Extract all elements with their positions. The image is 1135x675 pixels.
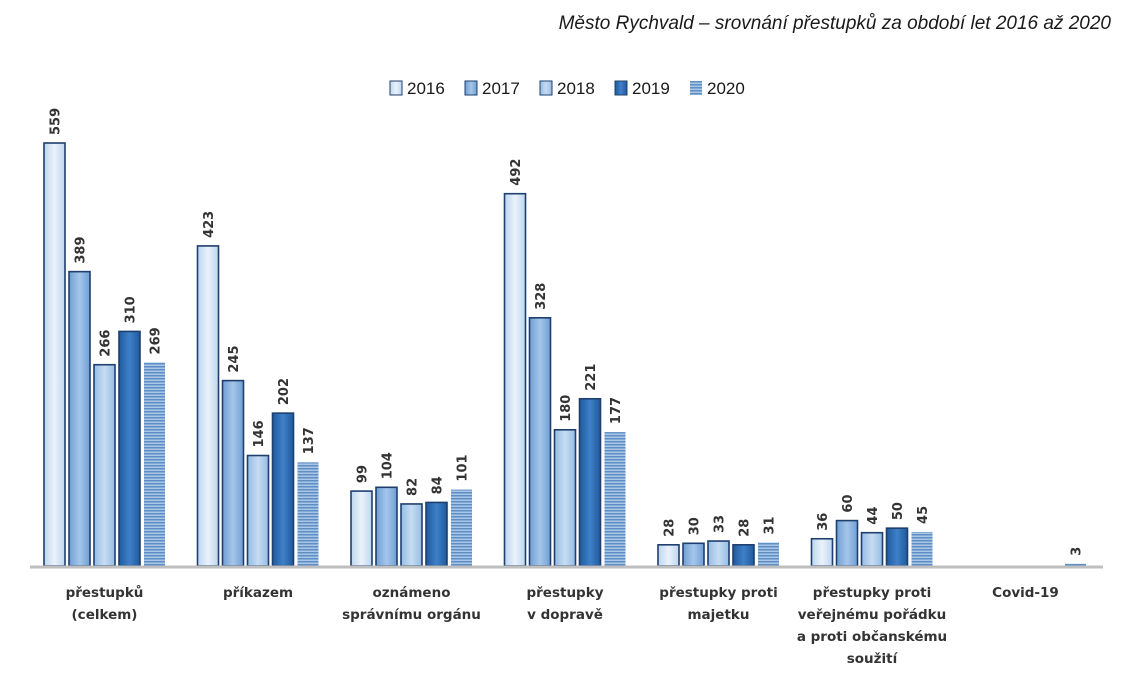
category-label-5-line-3: soužití [847,651,899,667]
bar-2020-cat-0 [144,362,165,566]
bar-2016-cat-2 [350,490,373,567]
bar-2019-cat-1 [271,412,295,567]
bar-2018-cat-2 [400,503,423,567]
bar-2019-cat-4 [732,544,755,567]
value-label-2017-cat-3: 328 [534,283,549,310]
chart-title: Město Rychvald – srovnání přestupků za o… [558,13,1111,34]
category-label-3-line-0: přestupky [526,585,603,601]
legend-label-2020: 2020 [707,79,745,98]
bar-2017-cat-0 [68,270,91,567]
legend-label-2017: 2017 [482,79,520,98]
category-label-0-line-0: přestupků [66,584,144,601]
value-label-2016-cat-4: 28 [663,519,678,537]
legend: 2016 2017 2018 2019 2020 [389,79,745,98]
value-label-2020-cat-4: 31 [763,516,778,534]
value-label-2018-cat-3: 180 [559,395,574,422]
bar-2020-cat-3 [604,432,626,566]
value-label-2017-cat-1: 245 [227,345,242,372]
value-label-2019-cat-4: 28 [738,519,753,537]
legend-label-2019: 2019 [632,79,670,98]
value-label-2018-cat-5: 44 [866,507,881,525]
bar-2017-cat-4 [682,542,705,567]
bar-2019-cat-3 [578,397,602,567]
value-label-2017-cat-2: 104 [381,452,396,479]
bar-2020-cat-1 [297,462,319,566]
bar-2019-cat-2 [425,501,448,567]
category-labels-layer: přestupků (celkem) příkazem oznámeno správní… [66,584,1059,667]
bar-2018-cat-5 [860,531,884,567]
bar-2020-cat-4 [758,542,779,566]
value-label-2016-cat-3: 492 [509,159,524,186]
bar-2017-cat-5 [835,519,859,567]
value-label-2017-cat-0: 389 [74,237,89,264]
bar-2016-cat-0 [43,142,66,567]
value-label-2016-cat-5: 36 [816,513,831,531]
category-label-1-line-0: příkazem [223,585,293,601]
bar-2016-cat-5 [810,537,834,567]
value-label-2018-cat-1: 146 [252,420,267,447]
value-label-2020-cat-2: 101 [456,454,471,481]
bar-2018-cat-3 [553,428,577,567]
category-label-0-line-1: (celkem) [72,607,138,623]
bar-2017-cat-2 [375,486,398,567]
value-label-2016-cat-1: 423 [202,211,217,238]
bars-layer [43,142,1086,567]
value-label-2018-cat-4: 33 [713,515,728,533]
category-label-4-line-1: majetku [687,607,749,623]
value-label-2016-cat-0: 559 [49,108,64,135]
value-label-2016-cat-2: 99 [356,465,371,483]
value-label-2017-cat-4: 30 [688,517,703,535]
bar-2017-cat-1 [221,379,245,567]
category-label-5-line-0: přestupky proti [813,585,931,601]
legend-swatch-2016 [389,80,403,96]
bar-2016-cat-1 [196,245,220,567]
bar-2017-cat-3 [528,317,552,567]
value-label-2019-cat-3: 221 [584,364,599,391]
value-label-2020-cat-3: 177 [609,397,624,424]
category-label-6-line-0: Covid-19 [992,585,1059,601]
value-label-2020-cat-5: 45 [916,506,931,524]
value-label-2020-cat-0: 269 [149,327,164,354]
bar-2019-cat-0 [118,330,141,567]
category-label-5-line-1: veřejnému pořádku [798,607,947,623]
legend-swatch-2019 [614,80,628,96]
bar-2016-cat-4 [657,544,680,567]
legend-label-2016: 2016 [407,79,445,98]
value-label-2018-cat-2: 82 [406,478,421,496]
value-label-2019-cat-1: 202 [277,378,292,405]
value-label-2020-cat-1: 137 [302,427,317,454]
bar-2016-cat-3 [503,192,527,567]
value-label-2019-cat-5: 50 [891,502,906,520]
value-label-2019-cat-0: 310 [124,296,139,323]
bar-2018-cat-0 [93,363,116,567]
legend-swatch-2017 [464,80,478,96]
value-label-2018-cat-0: 266 [99,330,114,357]
category-label-4-line-0: přestupky proti [659,585,777,601]
value-label-2020-cat-6: 3 [1070,547,1085,556]
legend-label-2018: 2018 [557,79,595,98]
value-label-2019-cat-2: 84 [431,476,446,494]
bar-2018-cat-4 [707,540,730,567]
category-label-2-line-0: oznámeno [373,585,451,601]
category-label-2-line-1: správnímu orgánu [342,607,481,623]
category-label-5-line-2: a proti občanskému [797,629,947,645]
bar-2020-cat-6 [1065,563,1086,566]
value-label-2017-cat-5: 60 [841,495,856,513]
bar-2018-cat-1 [246,454,270,567]
legend-swatch-2018 [539,80,553,96]
bar-2020-cat-5 [911,531,933,566]
bar-2019-cat-5 [885,527,909,567]
category-label-3-line-1: v dopravě [527,607,603,623]
value-labels-layer: 559 389 266 310 269 423 245 146 202 137 99 104 82 84 1… [49,108,1085,556]
legend-swatch-2020 [690,81,702,95]
bar-2020-cat-2 [451,489,472,566]
